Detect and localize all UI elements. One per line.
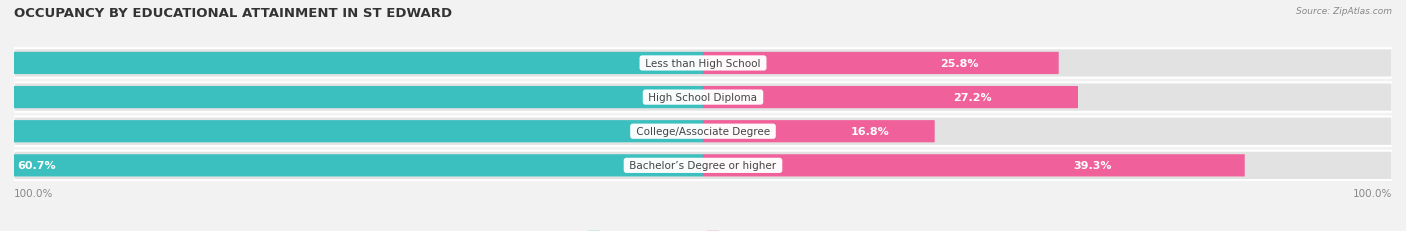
Text: 16.8%: 16.8%	[851, 127, 889, 137]
FancyBboxPatch shape	[14, 151, 1392, 180]
FancyBboxPatch shape	[703, 121, 935, 143]
FancyBboxPatch shape	[14, 83, 1392, 112]
Text: Less than High School: Less than High School	[643, 59, 763, 69]
FancyBboxPatch shape	[703, 155, 1244, 177]
FancyBboxPatch shape	[703, 53, 1059, 75]
Text: 27.2%: 27.2%	[953, 93, 993, 103]
Text: 25.8%: 25.8%	[939, 59, 979, 69]
FancyBboxPatch shape	[703, 87, 1078, 109]
FancyBboxPatch shape	[14, 117, 1392, 146]
FancyBboxPatch shape	[14, 49, 1392, 78]
Text: 60.7%: 60.7%	[17, 161, 56, 171]
Text: Source: ZipAtlas.com: Source: ZipAtlas.com	[1296, 7, 1392, 16]
Text: 100.0%: 100.0%	[14, 188, 53, 198]
FancyBboxPatch shape	[0, 87, 703, 109]
Text: High School Diploma: High School Diploma	[645, 93, 761, 103]
Text: 39.3%: 39.3%	[1074, 161, 1112, 171]
Text: 100.0%: 100.0%	[1353, 188, 1392, 198]
Text: Bachelor’s Degree or higher: Bachelor’s Degree or higher	[626, 161, 780, 171]
FancyBboxPatch shape	[0, 53, 703, 75]
FancyBboxPatch shape	[0, 121, 703, 143]
FancyBboxPatch shape	[0, 155, 703, 177]
Text: OCCUPANCY BY EDUCATIONAL ATTAINMENT IN ST EDWARD: OCCUPANCY BY EDUCATIONAL ATTAINMENT IN S…	[14, 7, 453, 20]
Legend: Owner-occupied, Renter-occupied: Owner-occupied, Renter-occupied	[583, 226, 823, 231]
Text: College/Associate Degree: College/Associate Degree	[633, 127, 773, 137]
